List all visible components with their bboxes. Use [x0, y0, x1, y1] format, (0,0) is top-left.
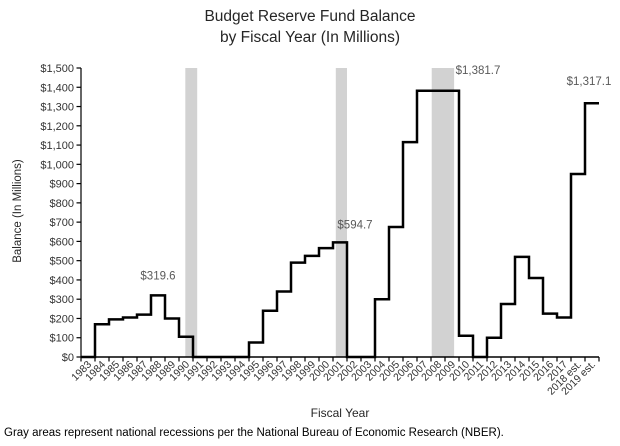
y-tick-label: $100 [50, 333, 74, 345]
chart-title-line2: by Fiscal Year (In Millions) [219, 29, 401, 46]
y-tick-label: $600 [50, 236, 74, 248]
y-tick-label: $800 [50, 198, 74, 210]
data-label: $594.7 [337, 219, 372, 231]
chart-title: Budget Reserve Fund Balance by Fiscal Ye… [0, 6, 620, 48]
y-tick-label: $1,500 [40, 63, 74, 75]
y-tick-label: $1,200 [40, 121, 74, 133]
y-tick-label: $200 [50, 313, 74, 325]
y-tick-label: $1,400 [40, 82, 74, 94]
y-tick-label: $0 [62, 352, 74, 364]
data-label: $1,317.1 [567, 76, 612, 88]
y-tick-label: $1,000 [40, 159, 74, 171]
y-tick-label: $400 [50, 275, 74, 287]
footnote: Gray areas represent national recessions… [4, 427, 504, 439]
y-tick-label: $900 [50, 179, 74, 191]
data-label: $319.6 [140, 270, 175, 282]
y-tick-label: $300 [50, 294, 74, 306]
y-axis-title: Balance (In Millions) [12, 159, 24, 263]
balance-step-line [81, 89, 599, 359]
y-tick-label: $1,300 [40, 102, 74, 114]
data-label: $1,381.7 [456, 65, 501, 77]
chart-title-line1: Budget Reserve Fund Balance [204, 8, 416, 25]
y-tick-label: $500 [50, 256, 74, 268]
recession-band [335, 68, 347, 357]
y-tick-label: $700 [50, 217, 74, 229]
x-axis-title: Fiscal Year [310, 406, 370, 420]
recession-band [185, 68, 198, 357]
recession-band [431, 68, 455, 357]
y-tick-label: $1,100 [40, 140, 74, 152]
